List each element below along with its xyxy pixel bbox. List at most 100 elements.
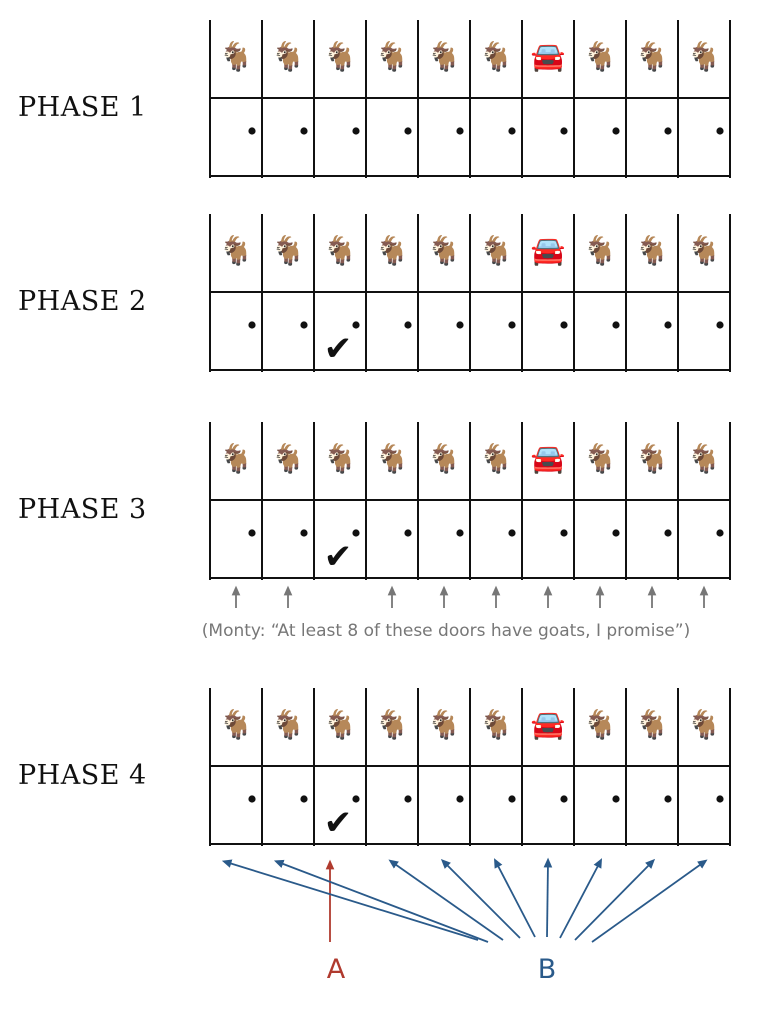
goat-prize: 🐐 [323, 234, 358, 267]
goat-prize: 🐐 [219, 442, 254, 475]
door-knob [664, 529, 672, 537]
door-knob [612, 529, 620, 537]
door-knob [300, 321, 308, 329]
door-9[interactable] [628, 100, 676, 174]
selected-check-icon: ✔ [324, 537, 353, 577]
door-5[interactable] [420, 502, 468, 576]
goat-prize: 🐐 [323, 708, 358, 741]
door-6[interactable] [472, 768, 520, 842]
door-knob [560, 795, 568, 803]
door-knob [300, 529, 308, 537]
door-knob [560, 127, 568, 135]
door-knob [664, 321, 672, 329]
door-knob [664, 127, 672, 135]
phase-label: PHASE 2 [18, 286, 147, 317]
goat-prize: 🐐 [635, 442, 670, 475]
door-knob [456, 321, 464, 329]
goat-prize: 🐐 [583, 40, 618, 73]
selected-check-icon: ✔ [324, 803, 353, 843]
door-knob [248, 795, 256, 803]
door-1[interactable] [212, 502, 260, 576]
goat-prize: 🐐 [687, 234, 722, 267]
door-knob [352, 795, 360, 803]
door-2[interactable] [264, 294, 312, 368]
door-7[interactable] [524, 768, 572, 842]
switch-arrow [574, 858, 656, 941]
door-10[interactable] [680, 294, 728, 368]
goat-prize: 🐐 [427, 40, 462, 73]
door-knob [612, 321, 620, 329]
door-knob [664, 795, 672, 803]
goat-prize: 🐐 [375, 234, 410, 267]
goat-prize: 🐐 [219, 234, 254, 267]
door-10[interactable] [680, 768, 728, 842]
switch-arrow [559, 858, 603, 939]
door-knob [716, 795, 724, 803]
car-prize: 🚘 [531, 40, 566, 73]
phase-2: PHASE 2 🐐 🐐 🐐 🐐 🐐 🐐 🚘 🐐 🐐 🐐 ✔ [18, 214, 731, 372]
goat-prize: 🐐 [583, 442, 618, 475]
goat-prize: 🐐 [687, 708, 722, 741]
phase-label: PHASE 4 [18, 760, 147, 791]
door-1[interactable] [212, 768, 260, 842]
door-knob [404, 321, 412, 329]
door-knob [248, 321, 256, 329]
car-prize: 🚘 [531, 442, 566, 475]
door-7[interactable] [524, 502, 572, 576]
door-6[interactable] [472, 100, 520, 174]
goat-prize: 🐐 [583, 708, 618, 741]
door-knob [716, 529, 724, 537]
door-knob [560, 321, 568, 329]
door-9[interactable] [628, 294, 676, 368]
door-1[interactable] [212, 294, 260, 368]
goat-prize: 🐐 [375, 442, 410, 475]
goat-prize: 🐐 [479, 708, 514, 741]
door-10[interactable] [680, 100, 728, 174]
door-2[interactable] [264, 100, 312, 174]
door-6[interactable] [472, 294, 520, 368]
switch-arrow [388, 859, 504, 941]
door-4[interactable] [368, 294, 416, 368]
door-8[interactable] [576, 502, 624, 576]
monty-caption: (Monty: “At least 8 of these doors have … [202, 621, 690, 641]
door-knob [612, 127, 620, 135]
door-8[interactable] [576, 100, 624, 174]
goat-prize: 🐐 [479, 442, 514, 475]
door-6[interactable] [472, 502, 520, 576]
car-prize: 🚘 [531, 234, 566, 267]
switch-arrow [591, 859, 708, 943]
strategy-b-label: B [538, 954, 557, 985]
door-5[interactable] [420, 100, 468, 174]
door-knob [456, 795, 464, 803]
door-2[interactable] [264, 502, 312, 576]
phase-3: PHASE 3 🐐 🐐 🐐 🐐 🐐 🐐 🚘 🐐 🐐 🐐 ✔ (Monty: “At least 8 of… [18, 422, 731, 641]
door-7[interactable] [524, 100, 572, 174]
door-10[interactable] [680, 502, 728, 576]
door-4[interactable] [368, 768, 416, 842]
goat-prize: 🐐 [479, 234, 514, 267]
door-5[interactable] [420, 294, 468, 368]
door-knob [716, 321, 724, 329]
door-4[interactable] [368, 100, 416, 174]
goat-prize: 🐐 [687, 40, 722, 73]
door-7[interactable] [524, 294, 572, 368]
door-knob [508, 127, 516, 135]
door-knob [300, 795, 308, 803]
door-8[interactable] [576, 768, 624, 842]
phase-label: PHASE 1 [18, 92, 147, 123]
door-9[interactable] [628, 768, 676, 842]
door-knob [456, 127, 464, 135]
goat-prize: 🐐 [271, 40, 306, 73]
goat-prize: 🐐 [375, 40, 410, 73]
door-knob [248, 529, 256, 537]
door-9[interactable] [628, 502, 676, 576]
door-8[interactable] [576, 294, 624, 368]
door-5[interactable] [420, 768, 468, 842]
switch-arrow [221, 859, 479, 941]
door-1[interactable] [212, 100, 260, 174]
door-3[interactable] [316, 100, 364, 174]
door-knob [404, 795, 412, 803]
door-4[interactable] [368, 502, 416, 576]
door-2[interactable] [264, 768, 312, 842]
goat-prize: 🐐 [375, 708, 410, 741]
